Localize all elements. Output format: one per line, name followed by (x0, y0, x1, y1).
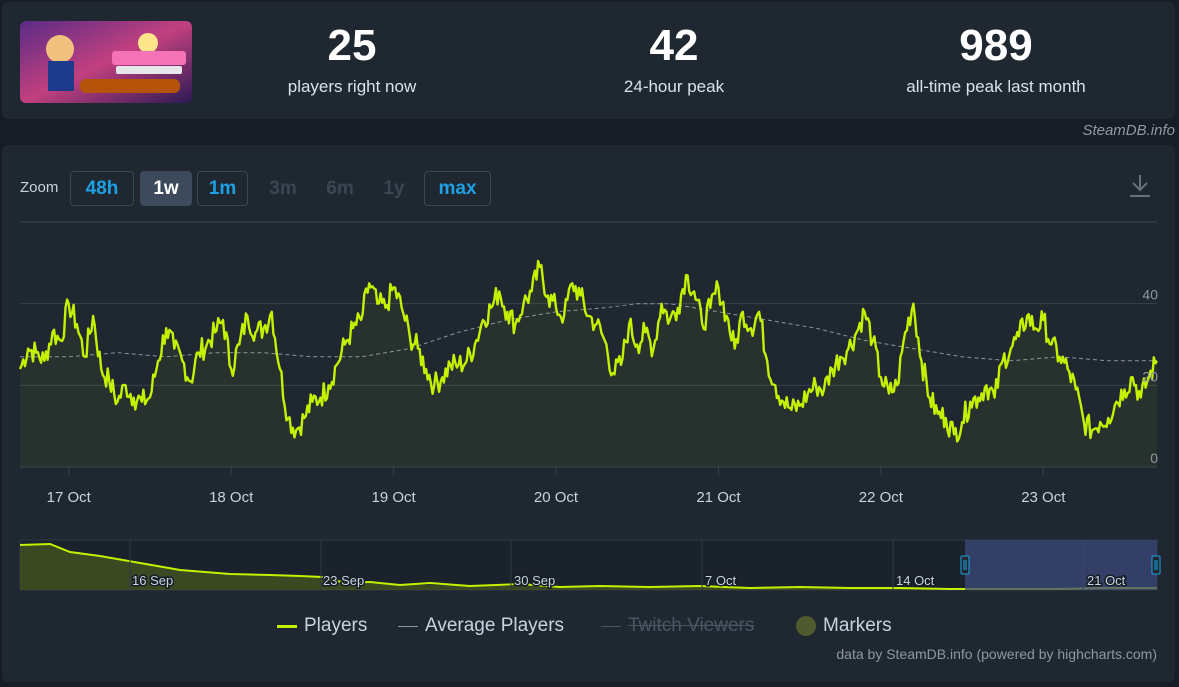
x-tick-label: 17 Oct (47, 489, 92, 506)
y-tick-label: 40 (1142, 287, 1158, 303)
navigator-selected-range[interactable] (965, 540, 1157, 590)
navigator-area (20, 544, 1157, 590)
stat-value: 25 (327, 21, 377, 70)
stats-card: 25 players right now 42 24-hour peak 989… (2, 2, 1175, 119)
legend-item-markers[interactable]: Markers (796, 614, 892, 638)
stat-label: 24-hour peak (623, 77, 725, 96)
x-tick-label: 18 Oct (209, 489, 254, 506)
navigator[interactable]: 16 Sep 23 Sep 30 Sep 7 Oct 14 Oct 21 Oct (19, 539, 1161, 591)
legend-item-twitch-viewers[interactable]: Twitch Viewers (601, 614, 754, 638)
y-tick-label: 0 (1150, 450, 1158, 466)
legend-swatch (277, 624, 297, 628)
game-logo (20, 21, 192, 103)
navigator-tick-label: 21 Oct (1087, 573, 1126, 588)
zoom-48h-button[interactable]: 48h (70, 171, 134, 206)
stat-all-time-peak: 989 all-time peak last month (876, 24, 1116, 97)
players-line[interactable] (18, 259, 1159, 443)
stat-current-players: 25 players right now (252, 24, 452, 97)
x-tick-label: 19 Oct (371, 489, 416, 506)
y-tick-label: 20 (1142, 368, 1158, 384)
legend-swatch (796, 616, 816, 636)
zoom-label: Zoom (20, 179, 59, 196)
legend-swatch (398, 625, 418, 627)
average-players-line (20, 303, 1157, 362)
steamdb-credit[interactable]: SteamDB.info (1082, 122, 1175, 139)
legend-label: Players (304, 615, 368, 636)
navigator-line (19, 542, 1157, 590)
stat-value: 42 (649, 21, 699, 70)
x-tick-label: 20 Oct (534, 489, 579, 506)
navigator-left-handle[interactable] (960, 555, 970, 575)
stat-label: all-time peak last month (906, 77, 1086, 96)
x-tick-label: 23 Oct (1021, 489, 1066, 506)
chart-card (2, 145, 1175, 682)
players-area (20, 260, 1157, 467)
navigator-tick-label: 16 Sep (132, 573, 173, 588)
navigator-tick-label: 23 Sep (323, 573, 364, 588)
x-tick-label: 22 Oct (859, 489, 904, 506)
legend-label: Markers (823, 615, 892, 636)
legend-item-average-players[interactable]: Average Players (398, 614, 564, 638)
zoom-1y-button: 1y (372, 171, 416, 206)
chart-footer-credit[interactable]: data by SteamDB.info (powered by highcha… (836, 646, 1157, 662)
zoom-max-button[interactable]: max (424, 171, 491, 206)
x-tick-label: 21 Oct (696, 489, 741, 506)
navigator-right-handle[interactable] (1151, 555, 1161, 575)
legend-label: Average Players (425, 615, 565, 636)
zoom-3m-button: 3m (258, 171, 308, 206)
zoom-1m-button[interactable]: 1m (197, 171, 248, 206)
zoom-6m-button: 6m (315, 171, 365, 206)
stat-24h-peak: 42 24-hour peak (574, 24, 774, 97)
legend-swatch (601, 625, 621, 627)
legend-item-players[interactable]: Players (277, 614, 367, 638)
zoom-1w-button[interactable]: 1w (140, 171, 192, 206)
stat-value: 989 (959, 21, 1033, 70)
navigator-tick-label: 14 Oct (896, 573, 935, 588)
legend-label: Twitch Viewers (628, 615, 755, 636)
navigator-tick-label: 30 Sep (514, 573, 555, 588)
download-icon[interactable] (1127, 172, 1153, 200)
navigator-tick-label: 7 Oct (705, 573, 736, 588)
stat-label: players right now (287, 77, 417, 96)
